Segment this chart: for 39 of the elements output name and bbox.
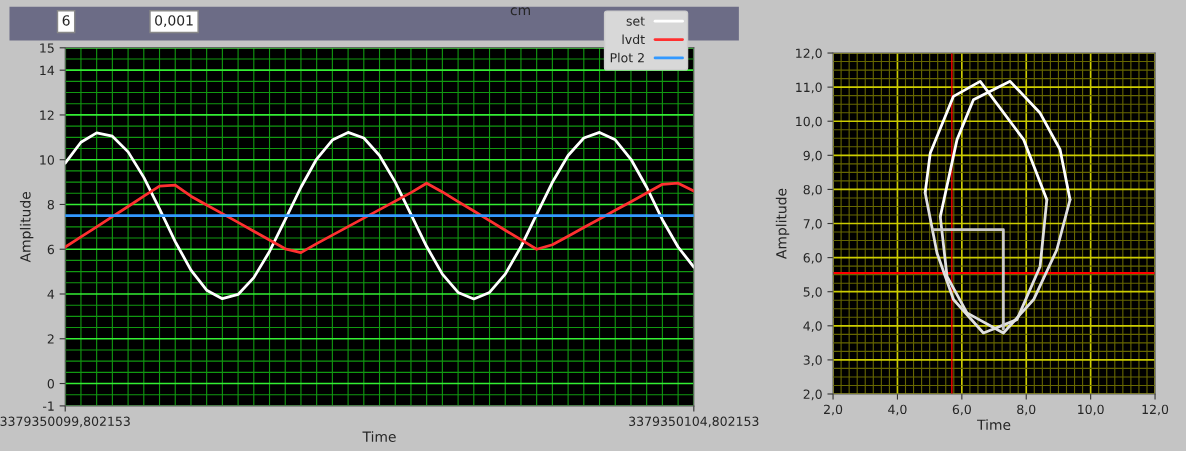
y-tick-label: 0 bbox=[47, 378, 54, 389]
y-tick-label: 4 bbox=[47, 289, 55, 299]
text: 0,001 bbox=[155, 15, 193, 28]
y-tick-label: 6,0 bbox=[803, 253, 822, 264]
y-tick-label: 11,0 bbox=[796, 82, 822, 94]
x-tick-label: 12,0 bbox=[1142, 404, 1169, 416]
y-tick-label: 14 bbox=[40, 65, 55, 75]
y-tick-label: 5,0 bbox=[803, 287, 822, 298]
y-tick-label: 10,0 bbox=[796, 116, 822, 128]
x-tick-label: 2,0 bbox=[824, 404, 843, 416]
y-tick-label: 4,0 bbox=[803, 321, 822, 332]
legend-label: Plot 2 bbox=[610, 52, 644, 63]
y-tick-label: 2,0 bbox=[803, 389, 822, 401]
y-tick-label: 8,0 bbox=[803, 184, 822, 196]
y-tick-label: 8 bbox=[47, 199, 54, 210]
x-tick-label: 3379350099,802153 bbox=[0, 416, 130, 428]
x-axis-title: Time bbox=[362, 431, 396, 442]
y-tick-label: 12,0 bbox=[796, 48, 822, 60]
legend-label: set bbox=[626, 16, 645, 26]
y-tick-label: 3,0 bbox=[803, 355, 822, 367]
text: cm bbox=[510, 7, 530, 16]
y-tick-label: 2 bbox=[47, 334, 54, 344]
y-tick-label: 9,0 bbox=[803, 150, 822, 162]
y-tick-label: 12 bbox=[40, 110, 54, 120]
x-tick-label: 6,0 bbox=[952, 404, 971, 416]
legend-label: lvdt bbox=[622, 34, 645, 45]
y-tick-label: 7,0 bbox=[803, 218, 822, 230]
x-tick-label: 4,0 bbox=[888, 404, 907, 416]
x-tick-label: 10,0 bbox=[1078, 404, 1104, 416]
y-tick-label: 10 bbox=[40, 155, 54, 165]
y-tick-label: -1 bbox=[42, 401, 54, 411]
y-axis-title: Amplitude bbox=[19, 192, 34, 263]
y-tick-label: 15 bbox=[40, 43, 54, 53]
text: 6 bbox=[62, 15, 70, 26]
y-axis-title: Amplitude bbox=[775, 188, 790, 259]
x-axis-title: Time bbox=[977, 419, 1011, 431]
x-tick-label: 3379350104,802153 bbox=[629, 416, 759, 428]
y-tick-label: 6 bbox=[47, 244, 55, 255]
x-tick-label: 8,0 bbox=[1017, 404, 1036, 416]
